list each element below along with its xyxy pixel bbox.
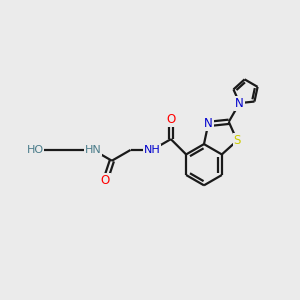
Text: NH: NH [144, 145, 160, 155]
Text: HN: HN [85, 145, 101, 155]
Text: N: N [235, 97, 244, 110]
Text: N: N [204, 118, 213, 130]
Text: HO: HO [26, 145, 44, 155]
Text: O: O [166, 113, 176, 126]
Text: O: O [101, 174, 110, 187]
Text: S: S [233, 134, 241, 147]
